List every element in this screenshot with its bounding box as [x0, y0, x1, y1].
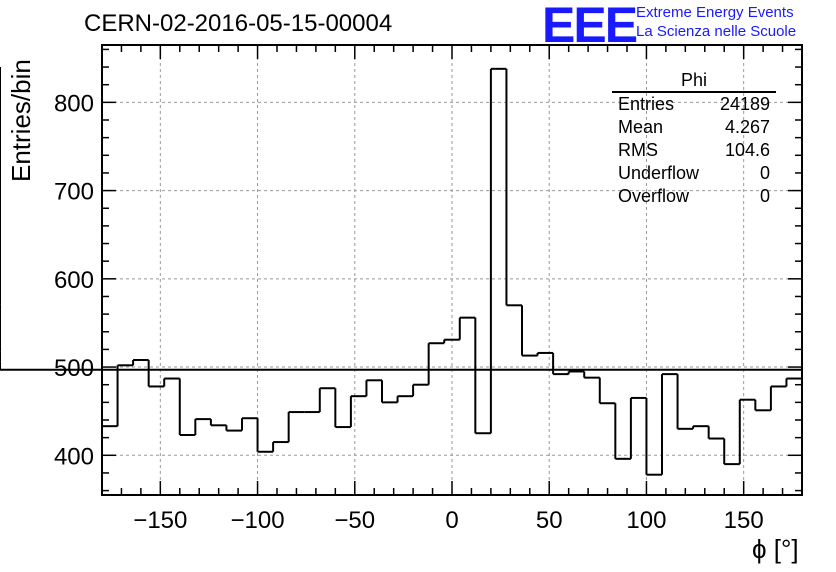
- x-tick-label: 0: [445, 507, 458, 534]
- stats-row-entries: Entries 24189: [612, 93, 776, 116]
- stats-row-mean: Mean 4.267: [612, 116, 776, 139]
- stats-value: 4.267: [724, 117, 770, 137]
- axis-ticks: [101, 45, 803, 495]
- tick-labels: −150 −100 −50 0 50 100 150 400 500 600 700 800: [54, 90, 764, 534]
- stats-value: 0: [759, 163, 770, 183]
- y-axis-label: Entries/bin: [6, 59, 36, 182]
- stats-row-overflow: Overflow 0: [612, 185, 776, 208]
- chart-title: CERN-02-2016-05-15-00004: [84, 10, 393, 37]
- stats-row-underflow: Underflow 0: [612, 162, 776, 185]
- stats-title: Phi: [612, 70, 776, 93]
- x-tick-label: −150: [133, 507, 187, 534]
- x-axis-label: ϕ [°]: [752, 534, 799, 564]
- x-tick-label: −50: [334, 507, 375, 534]
- logo-caption: Extreme Energy Events La Scienza nelle S…: [636, 3, 796, 41]
- stats-row-rms: RMS 104.6: [612, 139, 776, 162]
- grid-lines: [102, 45, 802, 495]
- stats-value: 104.6: [724, 140, 770, 160]
- stats-label: RMS: [618, 140, 658, 160]
- x-tick-label: 100: [626, 507, 666, 534]
- y-tick-label: 400: [54, 443, 94, 470]
- stats-label: Mean: [618, 117, 664, 137]
- histogram-series: [0, 67, 803, 495]
- stats-label: Overflow: [618, 186, 690, 206]
- x-tick-label: 150: [724, 507, 764, 534]
- logo-caption-line1: Extreme Energy Events: [636, 4, 794, 21]
- stats-value: 24189: [719, 94, 770, 114]
- eee-logo: EEE: [542, 0, 638, 53]
- y-tick-label: 800: [54, 90, 94, 117]
- stats-value: 0: [759, 186, 770, 206]
- y-tick-label: 500: [54, 355, 94, 382]
- stats-box: Phi Entries 24189 Mean 4.267 RMS 104.6 U…: [612, 70, 776, 208]
- x-tick-label: −100: [231, 507, 285, 534]
- x-tick-label: 50: [536, 507, 563, 534]
- stats-label: Underflow: [618, 163, 700, 183]
- y-tick-label: 700: [54, 179, 94, 206]
- logo-caption-line2: La Scienza nelle Scuole: [636, 23, 797, 40]
- stats-label: Entries: [618, 94, 675, 114]
- y-tick-label: 600: [54, 267, 94, 294]
